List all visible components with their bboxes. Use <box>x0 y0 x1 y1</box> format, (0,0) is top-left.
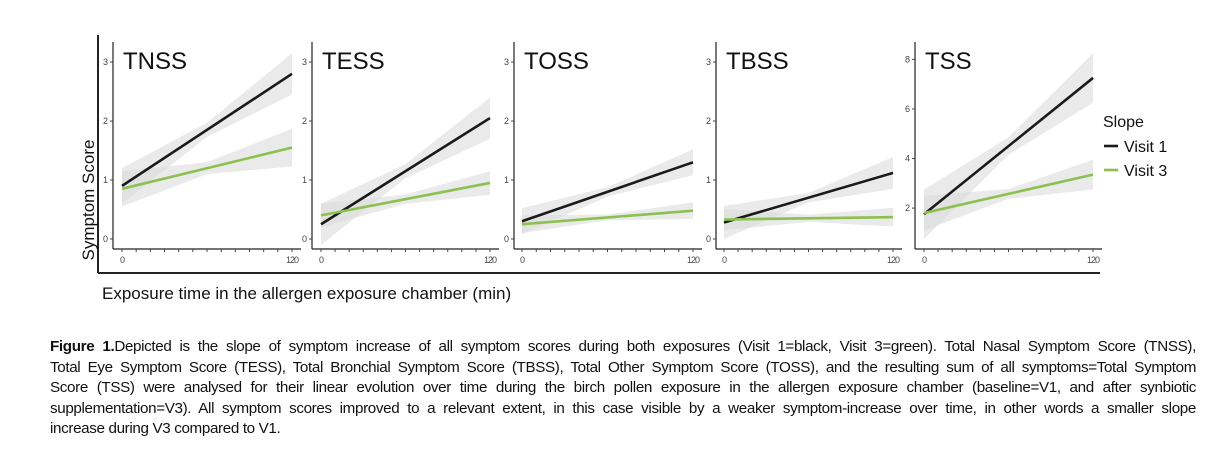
tss-y-tick-label: 8 <box>905 54 910 64</box>
toss-x-tick-label: 0 <box>520 255 525 265</box>
tbss-x-tick-label: 120 <box>887 255 900 265</box>
tnss-x-tick-label: 0 <box>120 255 125 265</box>
tnss-line-visit3 <box>121 146 293 191</box>
tss-y-tick-label: 4 <box>905 154 910 164</box>
tnss-y-tick-label: 1 <box>103 175 108 185</box>
tess-y-tick-label: 1 <box>302 175 307 185</box>
tess-y-tick-label: 2 <box>302 116 307 126</box>
tss-y-tick-label: 6 <box>905 104 910 114</box>
tess-line-visit1 <box>320 116 491 226</box>
tess-y-tick-label: 0 <box>302 234 307 244</box>
toss-line-visit3 <box>521 209 694 226</box>
tss-y-tick-label: 2 <box>905 203 910 213</box>
tbss-line-visit1 <box>723 171 894 224</box>
tbss-y-tick-label: 2 <box>706 116 711 126</box>
toss-y-tick-label: 1 <box>504 175 509 185</box>
tss-line-visit3 <box>923 173 1094 215</box>
tbss-x-tick-label: 0 <box>722 255 727 265</box>
tss-x-tick-label: 0 <box>922 255 927 265</box>
tbss-y-tick-label: 3 <box>706 57 711 67</box>
tnss-y-tick-label: 2 <box>103 116 108 126</box>
tess-y-tick-label: 3 <box>302 57 307 67</box>
tss-line-visit1 <box>923 76 1094 216</box>
tnss-y-tick-label: 0 <box>103 234 108 244</box>
y-axis-label: Symptom Score <box>79 140 98 261</box>
toss-line-visit1 <box>521 161 694 223</box>
tnss-y-tick-label: 3 <box>103 57 108 67</box>
tess-panel-title: TESS <box>322 48 385 75</box>
tbss-y-tick-label: 0 <box>706 234 711 244</box>
caption-label: Figure 1. <box>50 338 115 355</box>
tbss-panel-title: TBSS <box>726 48 789 75</box>
caption-line-1: Figure 1.Depicted is the slope of sympto… <box>50 337 1196 358</box>
legend-title: Slope <box>1103 114 1144 131</box>
toss-y-tick-label: 0 <box>504 234 509 244</box>
tbss-line-visit3 <box>723 215 894 221</box>
tnss-x-tick-label: 120 <box>286 255 299 265</box>
caption-line-4: supplementation=V3). All symptom scores … <box>50 399 1196 417</box>
tess-x-tick-label: 0 <box>319 255 324 265</box>
tess-line-visit3 <box>320 181 491 217</box>
tss-panel-title: TSS <box>925 48 972 75</box>
caption-text: Depicted is the slope of symptom increas… <box>114 338 1196 355</box>
legend-item-visit1: Visit 1 <box>1124 139 1167 156</box>
x-axis-label: Exposure time in the allergen exposure c… <box>102 284 511 303</box>
toss-y-tick-label: 3 <box>504 57 509 67</box>
toss-panel-title: TOSS <box>524 48 589 75</box>
legend-item-visit3: Visit 3 <box>1124 163 1167 180</box>
tbss-y-tick-label: 1 <box>706 175 711 185</box>
figure-panels: Symptom Score Exposure time in the allerg… <box>79 35 1167 303</box>
caption-line-2: Total Eye Symptom Score (TESS), Total Br… <box>50 358 1196 376</box>
caption-line-5: increase during V3 compared to V1. <box>50 420 281 438</box>
figure-caption: Figure 1.Depicted is the slope of sympto… <box>50 337 1196 440</box>
tnss-panel-title: TNSS <box>123 48 187 75</box>
toss-x-tick-label: 120 <box>687 255 700 265</box>
tess-x-tick-label: 120 <box>484 255 497 265</box>
toss-y-tick-label: 2 <box>504 116 509 126</box>
tnss-line-visit1 <box>121 72 293 187</box>
tss-x-tick-label: 120 <box>1087 255 1100 265</box>
caption-line-3: Score (TSS) were analysed for their line… <box>50 379 1196 397</box>
